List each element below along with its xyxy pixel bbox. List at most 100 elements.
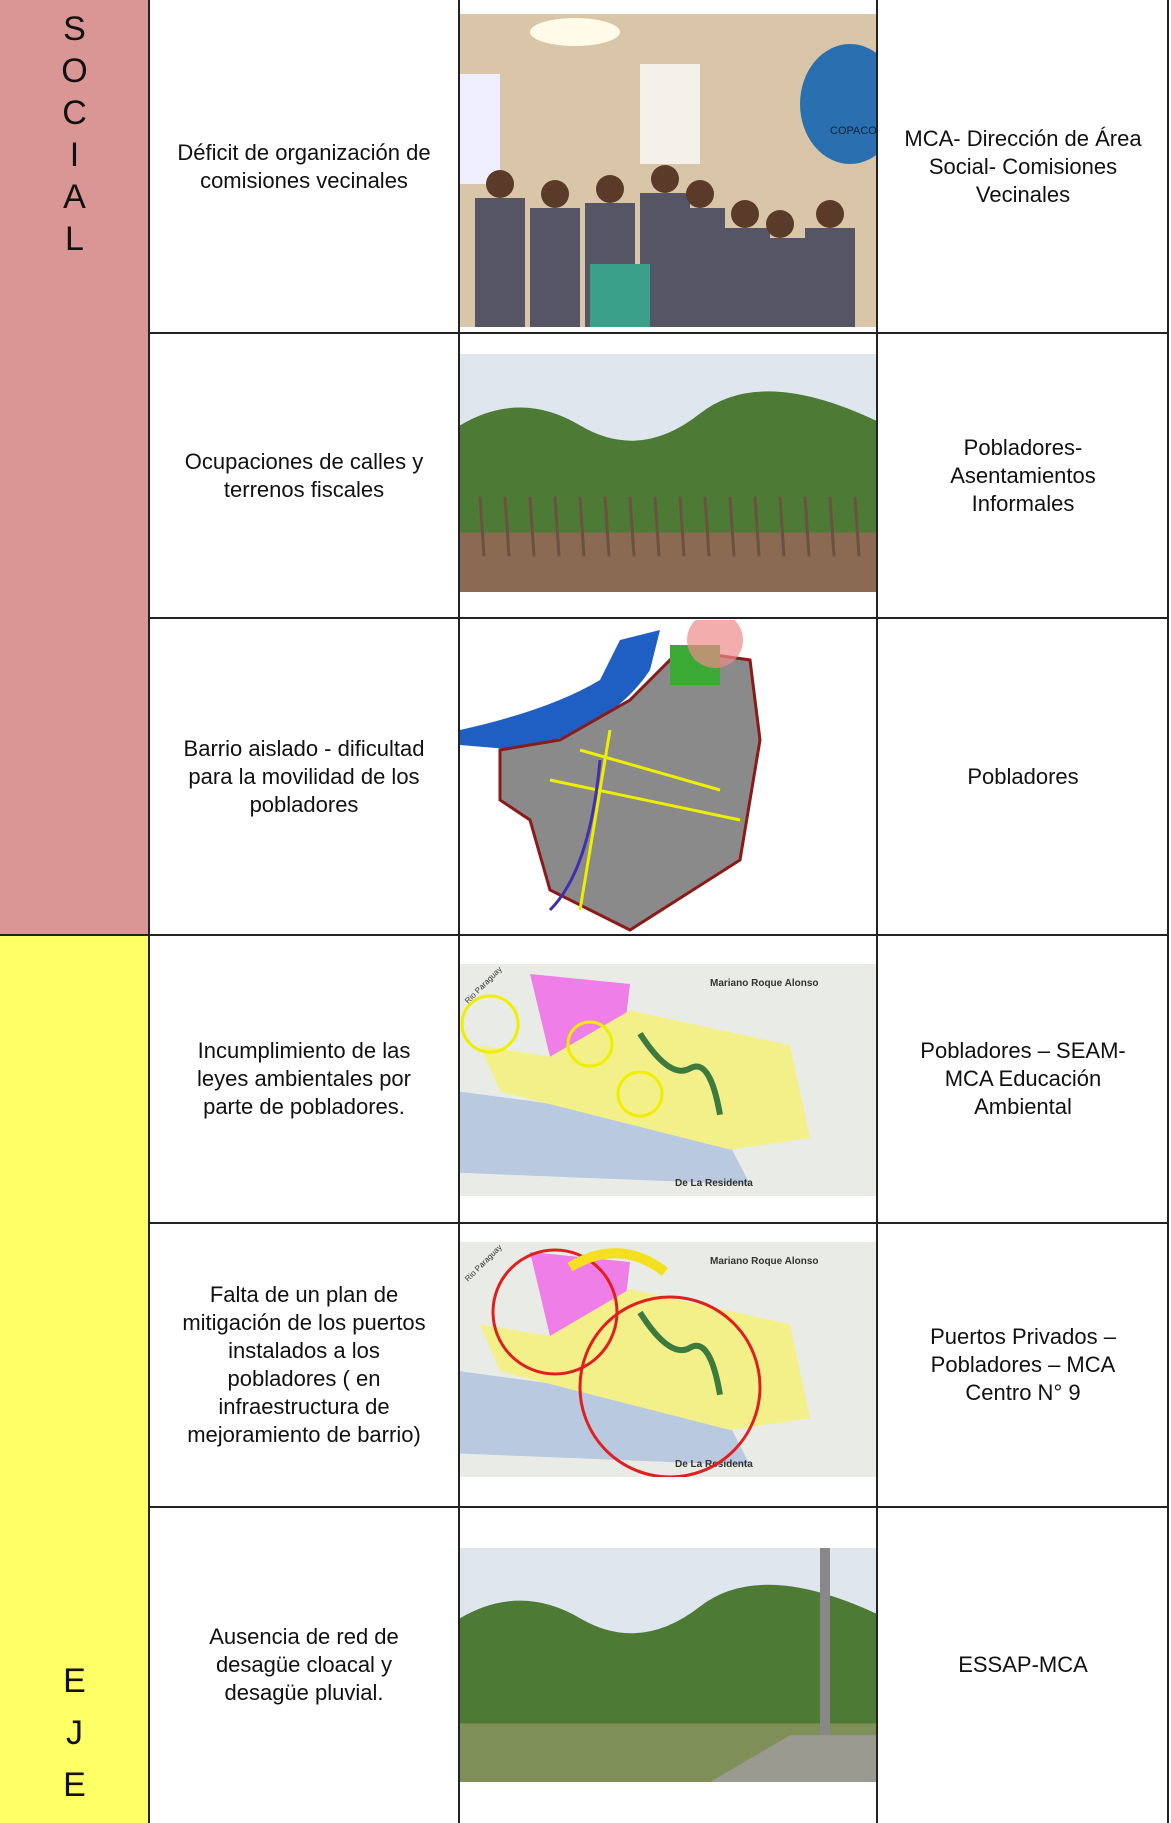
problem-line: instalados a los [228,1338,380,1363]
section-band [0,935,149,1823]
person-head [686,180,714,208]
problem-line: desagüe cloacal y [215,1652,393,1677]
yellow-ring [616,1070,664,1118]
axis-letter: S [63,10,86,48]
creek-path [637,1310,723,1396]
blue-road [548,759,602,912]
person-head [651,165,679,193]
axis-letter: J [66,1714,83,1752]
actors-line: Pobladores – SEAM- [920,1038,1126,1063]
red-ring [578,1295,762,1477]
problem-line: Ausencia de red de [209,1624,399,1649]
person-body [475,198,525,327]
actors-line: Ambiental [974,1094,1072,1119]
problem-line: terrenos fiscales [223,476,385,502]
problem-line: infraestructura de [218,1394,390,1419]
actors-cell: ESSAP-MCA [877,1507,1169,1823]
problem-line: Falta de un plan de [209,1282,399,1307]
image [460,354,876,592]
channel [710,1735,876,1782]
row-border [149,617,1169,619]
chair [590,264,650,327]
problem-line: Incumplimiento de las [197,1038,411,1063]
col-border [876,0,878,1823]
logo [800,44,876,164]
col-border [148,0,150,1823]
axis-letter: O [61,52,88,90]
banner [460,74,500,184]
trees [460,391,876,545]
map-label: Mariano Roque Alonso [710,978,819,989]
map-label: De La Residenta [675,1178,753,1189]
actors-line: Pobladores [967,763,1079,789]
axis-letter: E [63,1766,86,1804]
actors-line: Asentamientos [950,462,1096,488]
fence-post [853,496,861,557]
fence-post [628,496,636,557]
actors-line: Vecinales [975,181,1071,207]
problem-line: Ocupaciones de calles y [184,448,424,474]
fence-post [478,496,486,557]
river [460,630,660,750]
actors-line: Centro N° 9 [965,1380,1081,1405]
fence-post [578,496,586,557]
problem-cell: Déficit de organización de comisiones vec… [149,0,459,333]
person-head [596,175,624,203]
row-border [0,934,1169,936]
section-band [0,0,149,935]
actors-line: Puertos Privados – [930,1324,1116,1349]
image: COPACO S.A. [460,14,876,327]
problem-line: parte de pobladores. [203,1094,405,1119]
fence-post [603,496,611,557]
problem-cell: Falta de un plan de mitigación de los pue… [149,1223,459,1507]
problem-cell: Incumplimiento de las leyes ambientales p… [149,935,459,1223]
yellow-zone [480,1289,810,1430]
person-head [816,200,844,228]
problem-cell: Ocupaciones de calles y terrenos fiscales [149,333,459,618]
problem-line: comisiones vecinales [200,167,408,193]
road [549,729,741,911]
fence-post [703,496,711,557]
image [460,1548,876,1782]
person-body [805,228,855,327]
actors-cell: Pobladores – SEAM- MCA Educación Ambiental [877,935,1169,1223]
ground [460,532,876,592]
col-border [458,0,460,1823]
person-head [541,180,569,208]
axis-letter: C [62,94,87,132]
problem-cell: Barrio aislado - dificultad para la movil… [149,618,459,935]
yellow-ring [460,994,520,1054]
person-body [530,208,580,327]
actors-cell: Puertos Privados – Pobladores – MCA Centro… [877,1223,1169,1507]
problem-line: Déficit de organización de [177,139,431,165]
blue-zone [460,1371,750,1466]
row-border [149,1506,1169,1508]
arrow [567,1248,669,1277]
trees [460,1584,876,1736]
row-border [149,1222,1169,1224]
actors-line: ESSAP-MCA [958,1652,1088,1677]
blue-zone [460,1091,750,1185]
problem-line: mejoramiento de barrio) [187,1422,421,1447]
person-head [766,210,794,238]
actors-cell: Pobladores- Asentamientos Informales [877,333,1169,618]
window [640,64,700,164]
problem-line: mitigación de los puertos [182,1310,426,1335]
person-body [675,208,725,327]
fence-post [678,496,686,557]
fence-post [653,496,661,557]
fence-post [728,496,736,557]
logo-text: COPACO S.A. [830,125,876,137]
row-border [149,332,1169,334]
fence-post [503,496,511,557]
problem-line: Barrio aislado - dificultad [183,735,425,761]
image [460,620,876,933]
person-head [731,200,759,228]
lamp [530,18,620,46]
axis-letter: I [69,136,80,174]
fence-post [803,496,811,557]
